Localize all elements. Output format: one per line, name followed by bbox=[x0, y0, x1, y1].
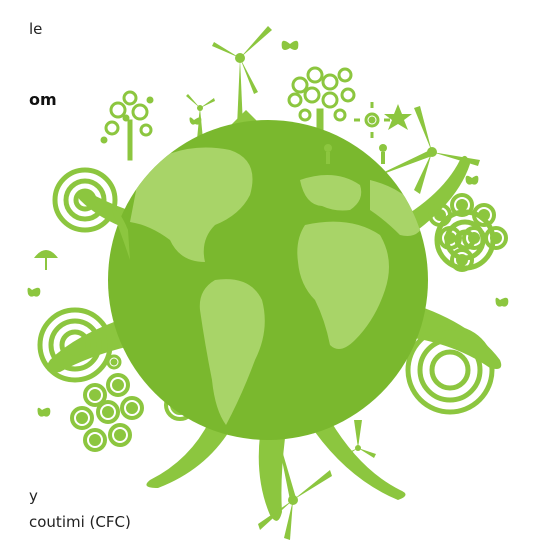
butterfly-icon bbox=[495, 297, 509, 307]
butterfly-icon bbox=[27, 287, 41, 297]
umbrella-icon bbox=[34, 250, 58, 270]
flower-icon bbox=[106, 354, 122, 370]
flower-icon bbox=[384, 104, 412, 130]
tree-icon bbox=[110, 205, 130, 260]
tree-icon bbox=[100, 90, 154, 161]
flower-cluster-right bbox=[428, 193, 508, 272]
swirl-left bbox=[37, 167, 118, 383]
person-icon bbox=[379, 144, 387, 164]
butterfly-icon bbox=[465, 175, 479, 185]
text-fragment-2: om bbox=[29, 90, 57, 109]
butterfly-icon bbox=[189, 117, 202, 125]
flower-icon bbox=[354, 102, 390, 138]
butterfly-icon bbox=[281, 40, 299, 50]
text-fragment-3: y bbox=[29, 487, 38, 505]
butterfly-icon bbox=[37, 407, 51, 417]
person-icon bbox=[324, 144, 332, 164]
text-fragment-1: le bbox=[29, 20, 43, 38]
wind-turbine-icon bbox=[340, 420, 376, 459]
wind-turbine-icon bbox=[258, 430, 332, 540]
wind-turbine-icon bbox=[372, 106, 480, 194]
text-fragment-4: coutimi (CFC) bbox=[29, 513, 131, 531]
globe-icon bbox=[108, 120, 428, 440]
